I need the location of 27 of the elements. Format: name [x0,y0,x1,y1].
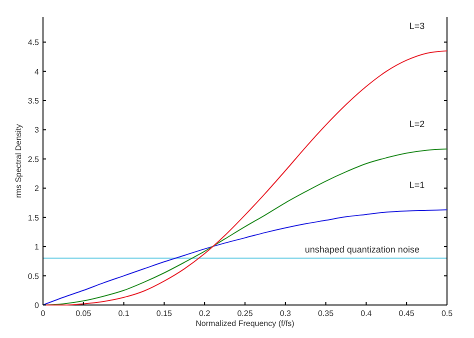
x-tick-label: 0 [40,309,46,318]
y-tick-label: 0 [34,301,40,310]
text: L=2 [409,119,425,130]
x-tick-label: 0.2 [199,309,211,318]
ref-line-label: unshaped quantization noise [304,244,420,254]
x-tick-label: 0.35 [318,309,334,318]
x-tick-label: 0.5 [441,309,454,318]
x-tick-label: 0.45 [398,309,415,318]
y-tick-label: 3.5 [28,96,40,106]
x-axis-title: Normalized Frequency (f/fs) [196,319,295,328]
y-tick-label: 1.5 [28,213,40,222]
x-tick-label: 0.3 [280,309,292,318]
x-tick-label: 0.25 [237,309,254,318]
y-tick-label: 4 [34,67,40,76]
y-tick-label: 0.5 [28,272,40,281]
text: L=1 [409,180,425,190]
text: L=3 [409,20,425,31]
y-tick-label: 2 [34,184,40,194]
x-tick-label: 0.4 [360,309,372,318]
y-tick-label: 3 [34,126,40,135]
y-axis-title: rms Spectral Density [14,124,23,198]
x-tick-label: 0.15 [156,309,173,318]
y-tick-label: 1 [34,242,40,252]
x-tick-label: 0.1 [118,309,130,318]
y-tick-label: 2.5 [28,154,40,164]
y-tick-label: 4.5 [28,38,40,48]
x-tick-label: 0.05 [76,309,92,318]
